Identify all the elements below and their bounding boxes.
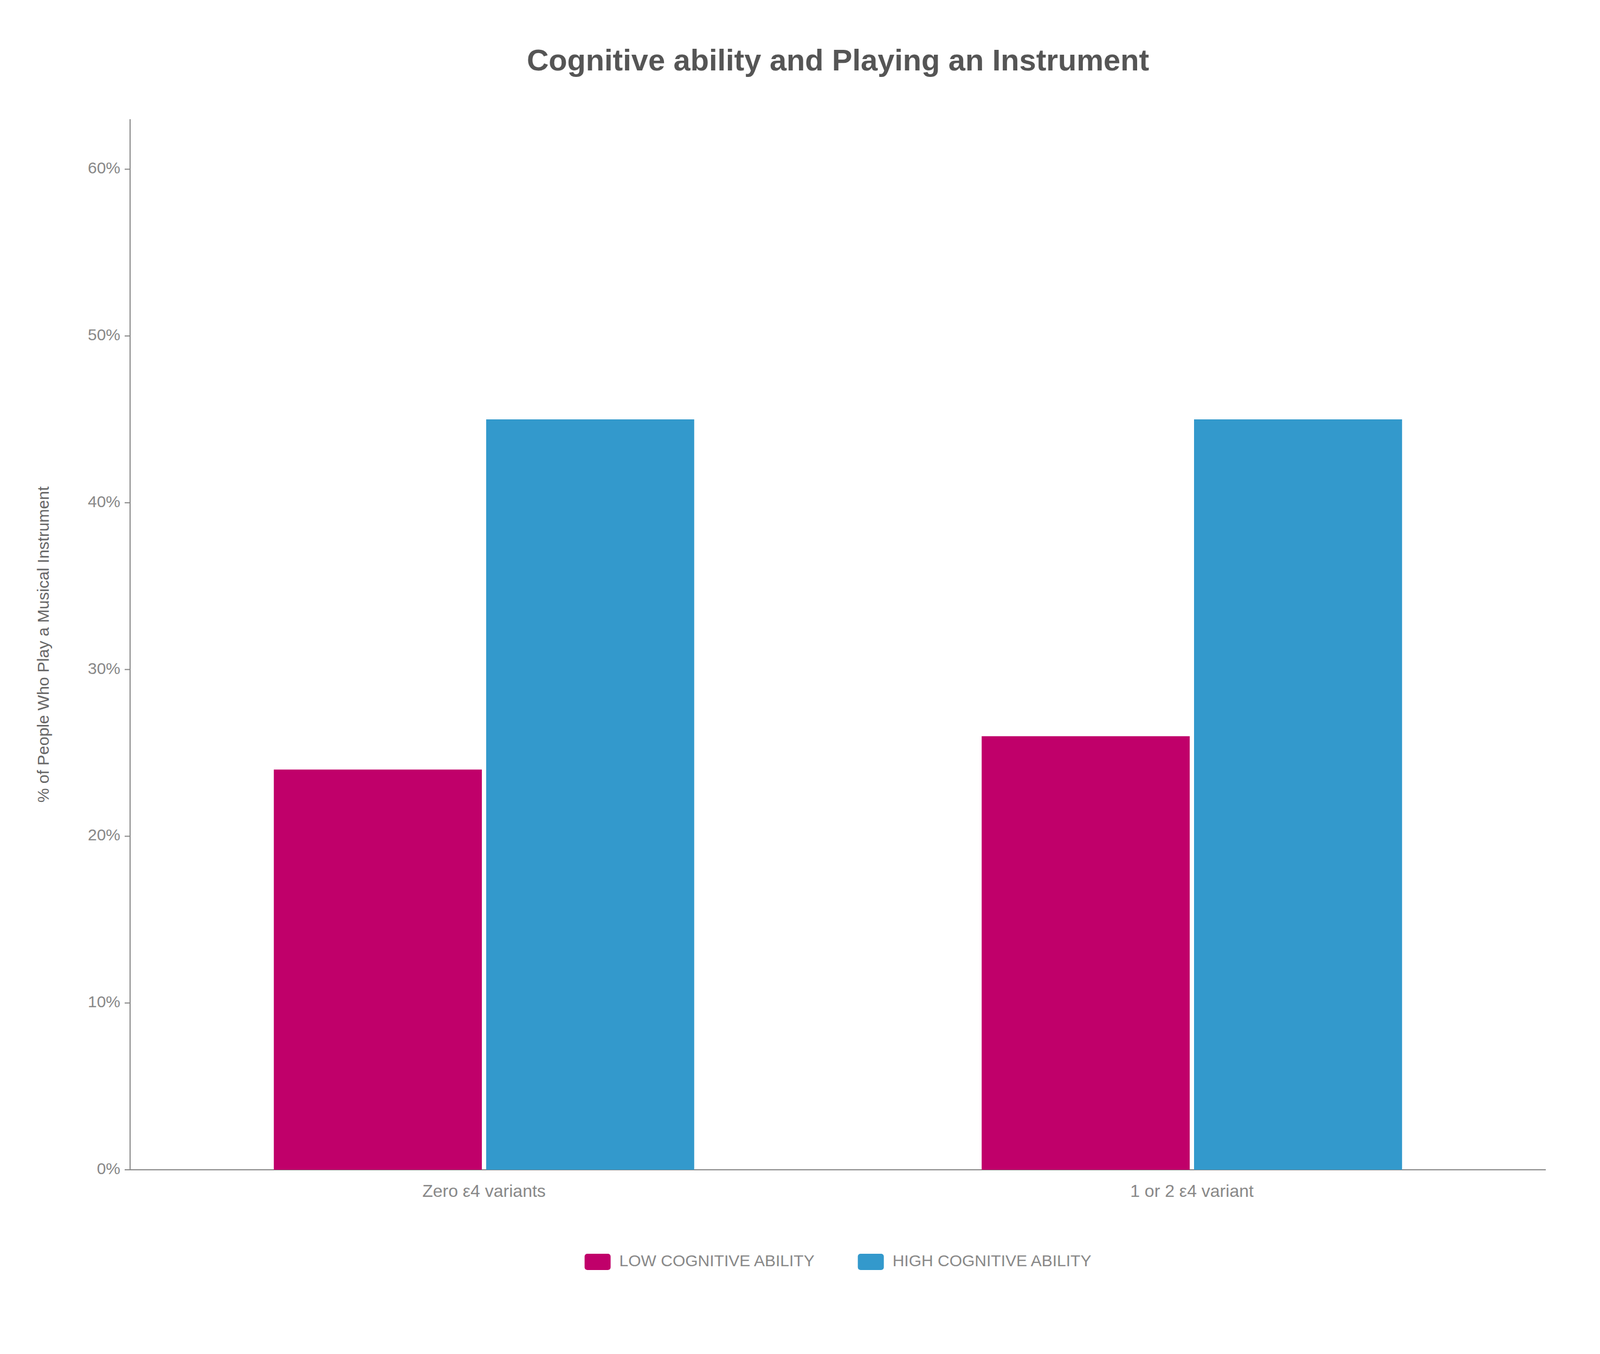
legend: LOW COGNITIVE ABILITY HIGH COGNITIVE ABIL… — [584, 1252, 1092, 1271]
background — [0, 0, 1600, 1354]
y-tick — [124, 669, 131, 671]
y-tick-label: 30% — [87, 659, 121, 678]
y-tick-label: 40% — [87, 492, 121, 511]
bars — [273, 419, 1403, 1171]
y-tick — [124, 335, 131, 337]
y-tick-label: 50% — [87, 325, 121, 344]
y-tick-label: 10% — [87, 992, 121, 1011]
y-tick-label: 20% — [87, 826, 121, 844]
legend-label: LOW COGNITIVE ABILITY — [619, 1252, 815, 1270]
y-tick — [124, 835, 131, 837]
y-tick — [124, 1169, 131, 1171]
x-tick-label: Zero ε4 variants — [422, 1181, 546, 1202]
bar — [486, 419, 695, 1171]
x-tick-label: 1 or 2 ε4 variant — [1130, 1181, 1254, 1202]
y-tick-label: 0% — [97, 1159, 121, 1178]
bar — [273, 769, 482, 1171]
bar — [1194, 419, 1403, 1171]
y-tick — [124, 502, 131, 504]
title: Cognitive ability and Playing an Instrum… — [526, 42, 1150, 77]
legend-swatch — [584, 1254, 611, 1271]
y-axis-label: % of People Who Play a Musical Instrumen… — [34, 486, 53, 803]
chart: 0% 10% 20% 30% 40% 50% 60% Zero ε4 variants 1 or… — [0, 0, 1600, 1354]
y-tick-label: 60% — [87, 158, 121, 177]
bar — [981, 736, 1190, 1171]
legend-swatch — [857, 1254, 885, 1271]
y-tick — [124, 1002, 131, 1004]
y-tick — [124, 168, 131, 170]
y-axis — [129, 119, 131, 1171]
legend-label: HIGH COGNITIVE ABILITY — [892, 1252, 1092, 1270]
